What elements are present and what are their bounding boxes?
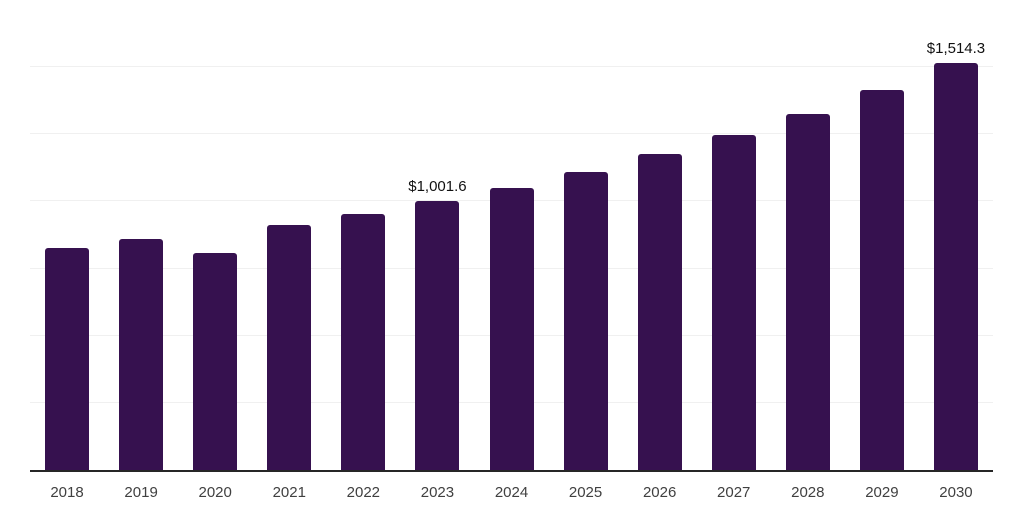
- x-axis-labels: 2018 2019 2020 2021 2022 2023 2024 2025 2026 2027…: [30, 484, 993, 505]
- x-tick-label-2023: 2023: [420, 484, 455, 501]
- x-tick-label-2030: 2030: [939, 484, 973, 501]
- bar-2030: [933, 63, 978, 470]
- gridline-1250: [30, 133, 993, 135]
- x-tick-label-2027: 2027: [717, 484, 751, 501]
- x-tick-label-2019: 2019: [124, 484, 158, 501]
- bar-2018: [45, 247, 90, 470]
- bar-2027: [711, 135, 756, 470]
- x-tick-label-2020: 2020: [198, 484, 232, 501]
- bar-2024: [489, 188, 534, 470]
- bar-2020: [193, 253, 238, 470]
- x-tick-label-2018: 2018: [50, 484, 84, 501]
- bar-2028: [785, 114, 830, 470]
- x-tick-label-2021: 2021: [272, 484, 306, 501]
- x-tick-label-2026: 2026: [642, 484, 677, 501]
- bar-2029: [859, 90, 904, 470]
- bar-2023: [415, 201, 460, 470]
- x-tick-label-2029: 2029: [865, 484, 899, 501]
- bar-2019: [119, 239, 164, 470]
- data-label-2030: $1,514.3: [926, 39, 986, 57]
- x-axis-line: [30, 470, 993, 472]
- gridline-1500: [30, 66, 993, 68]
- bar-2021: [267, 225, 312, 470]
- bar-2025: [563, 172, 608, 470]
- x-tick-label-2025: 2025: [568, 484, 603, 501]
- plot-area: $1,001.6 $1,514.3: [30, 0, 993, 470]
- bar-2026: [637, 154, 682, 470]
- x-tick-label-2022: 2022: [346, 484, 381, 501]
- x-tick-label-2024: 2024: [494, 484, 529, 501]
- data-label-2023: $1,001.6: [408, 177, 467, 195]
- x-tick-label-2028: 2028: [791, 484, 825, 501]
- bar-2022: [341, 214, 386, 470]
